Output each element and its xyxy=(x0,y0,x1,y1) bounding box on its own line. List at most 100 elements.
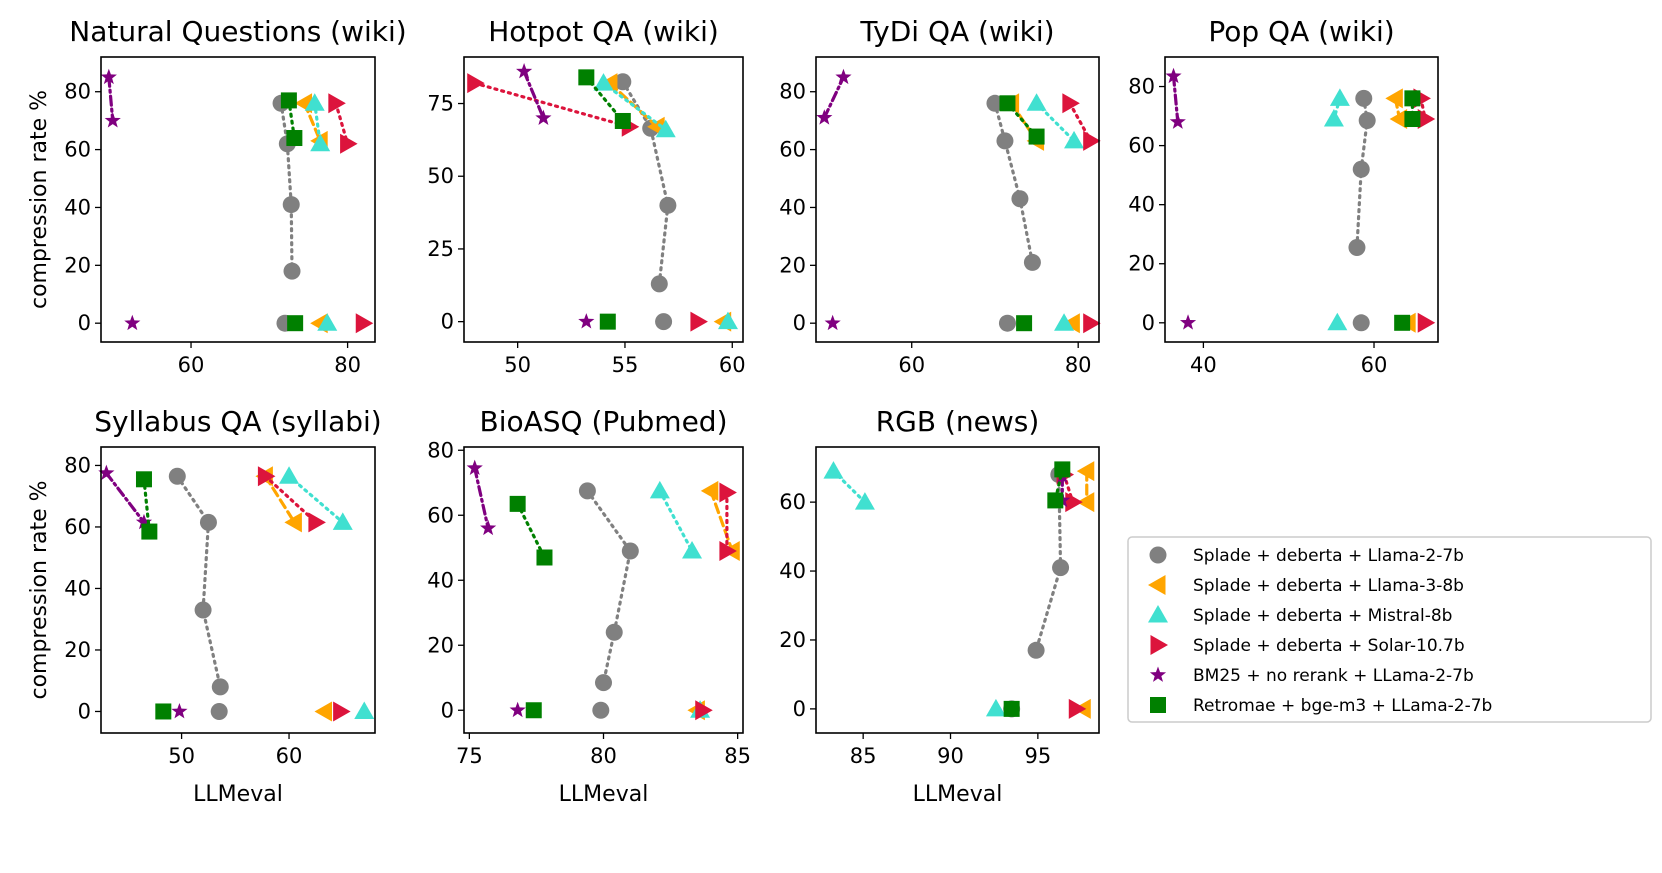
data-point xyxy=(578,482,596,500)
x-tick-label: 80 xyxy=(590,744,617,768)
y-tick-label: 20 xyxy=(1128,252,1155,276)
data-point-zero xyxy=(314,701,332,722)
data-point xyxy=(467,73,485,94)
data-point xyxy=(1323,109,1344,127)
y-tick-label: 60 xyxy=(1128,134,1155,158)
data-point-zero xyxy=(717,311,738,330)
series-splade-deberta-mistral-8b xyxy=(1323,88,1350,331)
chart-title: TyDi QA (wiki) xyxy=(859,15,1054,48)
x-tick-label: 60 xyxy=(276,744,303,768)
series-bm25-no-rerank-llama-2-7b xyxy=(98,464,188,719)
x-tick-label: 40 xyxy=(1190,353,1217,377)
data-point xyxy=(1028,128,1045,145)
legend-item: Splade + deberta + Solar-10.7b xyxy=(1150,635,1465,656)
data-point xyxy=(719,541,737,561)
plot-frame xyxy=(815,446,1100,734)
data-point xyxy=(1076,492,1095,513)
data-point xyxy=(650,275,668,293)
series-line xyxy=(104,471,146,524)
data-point xyxy=(257,466,276,487)
data-point-zero xyxy=(210,702,228,720)
series-line xyxy=(516,502,547,560)
data-point-zero xyxy=(155,703,172,720)
x-tick-label: 50 xyxy=(168,744,195,768)
x-axis-label: LLMeval xyxy=(559,782,649,807)
y-axis-label: compression rate % xyxy=(27,90,52,309)
data-point xyxy=(141,523,158,540)
series-splade-deberta-llama-2-7b xyxy=(1348,89,1376,332)
plot-frame xyxy=(815,56,1100,343)
data-point xyxy=(211,678,229,696)
x-tick-label: 95 xyxy=(1024,744,1051,768)
series-line xyxy=(601,81,668,132)
data-point xyxy=(199,513,217,531)
chart-title: Syllabus QA (syllabi) xyxy=(94,405,381,438)
data-point xyxy=(655,119,676,138)
chart-title: Hotpot QA (wiki) xyxy=(488,15,719,48)
series-retromae-bge-m3-llama-2-7b xyxy=(280,92,304,332)
data-point xyxy=(1064,130,1085,149)
series-line xyxy=(585,489,633,685)
data-point-zero xyxy=(599,313,616,330)
series-splade-deberta-mistral-8b xyxy=(279,466,375,719)
y-tick-label: 0 xyxy=(78,311,91,335)
data-point xyxy=(1352,160,1370,178)
y-tick-label: 40 xyxy=(779,559,806,583)
data-point xyxy=(135,513,153,530)
data-point-zero xyxy=(287,315,304,332)
data-point-zero xyxy=(655,313,673,331)
legend-marker xyxy=(1148,575,1166,595)
y-tick-label: 20 xyxy=(64,253,91,277)
series-line xyxy=(1171,74,1180,124)
subplot-natural-questions-wiki: Natural Questions (wiki) 60 80 0 20 40 60 80 com… xyxy=(27,15,407,377)
chart-title: Natural Questions (wiki) xyxy=(69,15,406,48)
legend-label: Splade + deberta + Solar-10.7b xyxy=(1193,636,1465,656)
x-axis-label: LLMeval xyxy=(193,782,283,807)
x-tick-label: 85 xyxy=(724,744,751,768)
data-point xyxy=(823,461,844,479)
legend-item: Splade + deberta + Llama-2-7b xyxy=(1149,546,1464,566)
data-point-zero xyxy=(1003,700,1020,717)
series-splade-deberta-llama-3-8b xyxy=(255,466,332,722)
data-point xyxy=(1076,461,1095,482)
data-point-zero xyxy=(354,701,375,719)
data-point xyxy=(308,512,326,533)
data-point xyxy=(135,471,152,488)
chart-title: BioASQ (Pubmed) xyxy=(479,405,727,438)
data-point-zero xyxy=(578,313,595,329)
data-point xyxy=(1052,559,1070,577)
y-tick-label: 20 xyxy=(779,628,806,652)
data-point xyxy=(279,466,300,484)
series-bm25-no-rerank-llama-2-7b xyxy=(516,63,595,329)
data-point xyxy=(100,68,117,85)
y-tick-label: 60 xyxy=(779,490,806,514)
x-tick-label: 90 xyxy=(937,744,964,768)
y-axis-label: compression rate % xyxy=(27,480,52,699)
data-point xyxy=(286,130,303,147)
data-point xyxy=(480,519,497,536)
x-axis-label: LLMeval xyxy=(913,782,1003,807)
legend-marker xyxy=(1149,546,1167,564)
data-point-zero xyxy=(1417,312,1436,333)
data-point xyxy=(332,512,353,530)
y-tick-label: 50 xyxy=(427,164,454,188)
series-retromae-bge-m3-llama-2-7b xyxy=(578,69,631,330)
data-point xyxy=(682,541,703,559)
legend-label: Splade + deberta + Llama-3-8b xyxy=(1193,576,1464,596)
data-point xyxy=(284,512,302,533)
data-point-zero xyxy=(525,702,542,719)
y-tick-label: 60 xyxy=(427,503,454,527)
x-tick-label: 80 xyxy=(1065,353,1092,377)
x-tick-label: 50 xyxy=(504,353,531,377)
plot-frame xyxy=(100,56,376,343)
legend-marker xyxy=(1148,605,1168,623)
data-point xyxy=(310,133,331,152)
legend-label: Retromae + bge-m3 + LLama-2-7b xyxy=(1193,696,1492,716)
y-tick-label: 0 xyxy=(441,698,454,722)
series-line xyxy=(473,81,631,129)
series-splade-deberta-llama-2-7b xyxy=(614,73,677,331)
data-point xyxy=(304,93,325,111)
plot-frame xyxy=(1164,56,1439,343)
y-tick-label: 40 xyxy=(427,568,454,592)
